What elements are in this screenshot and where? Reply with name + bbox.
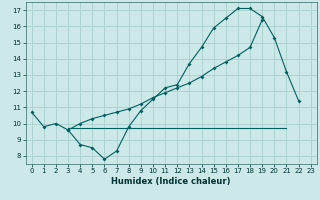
X-axis label: Humidex (Indice chaleur): Humidex (Indice chaleur) bbox=[111, 177, 231, 186]
